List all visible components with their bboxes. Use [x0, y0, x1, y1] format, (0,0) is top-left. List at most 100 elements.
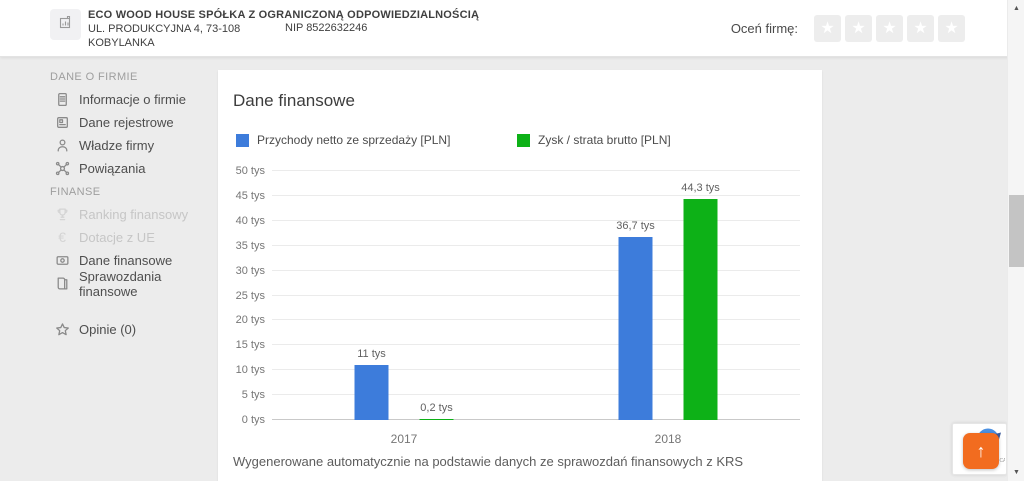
chart-y-axis: 0 tys 5 tys 10 tys 15 tys 20 tys 25 tys 30 tys… — [218, 165, 265, 426]
x-tick-label: 2018 — [654, 432, 682, 446]
gridline — [272, 394, 800, 396]
sidebar-item-sprawozdania-finansowe[interactable]: Sprawozdania finansowe — [0, 269, 218, 299]
scrollbar-thumb[interactable] — [1009, 195, 1024, 267]
legend-label: Zysk / strata brutto [PLN] — [538, 133, 671, 147]
star-icon: ★ — [882, 20, 897, 37]
gridline — [272, 344, 800, 346]
gridline — [272, 170, 800, 171]
person-icon — [55, 138, 70, 153]
company-name: ECO WOOD HOUSE SPÓŁKA Z OGRANICZONĄ ODPO… — [88, 9, 480, 21]
y-tick-label: 45 tys — [235, 189, 265, 202]
banknote-icon — [55, 253, 70, 268]
bar-wrap: 36,7 tys — [616, 220, 655, 420]
y-tick-label: 10 tys — [235, 364, 265, 377]
star-icon: ★ — [913, 20, 928, 37]
gridline — [272, 269, 800, 271]
gridline — [272, 319, 800, 321]
bar-2018-series-0[interactable] — [618, 237, 653, 420]
rate-company-label: Oceń firmę: — [730, 21, 798, 36]
connections-icon — [55, 161, 70, 176]
y-tick-label: 0 tys — [241, 414, 265, 426]
up-arrow-icon: ↑ — [976, 440, 986, 461]
chart-plot: 11 tys 0,2 tys 36,7 tys 44,3 tys — [272, 170, 800, 420]
legend-item-przychody: Przychody netto ze sprzedaży [PLN] — [236, 133, 450, 147]
sidebar-item-opinie[interactable]: Opinie (0) — [0, 318, 218, 341]
card-title: Dane finansowe — [233, 91, 355, 110]
report-icon — [55, 276, 70, 291]
rate-company-block: Oceń firmę: ★ ★ ★ ★ ★ — [731, 15, 965, 42]
vertical-scrollbar[interactable]: ▲ ▼ — [1007, 0, 1024, 481]
star-icon: ★ — [944, 20, 959, 37]
y-tick-label: 25 tys — [235, 289, 265, 302]
company-header: ECO WOOD HOUSE SPÓŁKA Z OGRANICZONĄ ODPO… — [0, 0, 1024, 57]
company-info: ECO WOOD HOUSE SPÓŁKA Z OGRANICZONĄ ODPO… — [88, 8, 479, 50]
sidebar-item-informacje-o-firmie[interactable]: Informacje o firmie — [0, 88, 218, 111]
gridline — [272, 244, 800, 246]
sidebar-item-label: Dane rejestrowe — [79, 115, 174, 130]
building-chart-icon — [57, 14, 74, 36]
sidebar-item-label: Dane finansowe — [79, 253, 173, 268]
gridline — [272, 219, 800, 221]
sidebar-section-dane-o-firmie: DANE O FIRMIE — [50, 70, 138, 83]
rate-star-button-3[interactable]: ★ — [876, 15, 903, 42]
sidebar-section-finanse: FINANSE — [50, 185, 101, 198]
sidebar-item-dane-finansowe[interactable]: Dane finansowe — [0, 249, 218, 272]
y-tick-label: 50 tys — [235, 165, 265, 177]
y-tick-label: 20 tys — [235, 314, 265, 327]
svg-text:€: € — [58, 230, 66, 245]
sidebar-item-label: Opinie (0) — [79, 322, 137, 337]
x-tick-label: 2017 — [390, 432, 418, 446]
chart-x-axis: 2017 2018 — [272, 426, 800, 446]
sidebar-item-label: Ranking finansowy — [79, 207, 189, 222]
bar-2017-series-0[interactable] — [354, 365, 389, 420]
bar-value-label: 44,3 tys — [681, 182, 720, 195]
y-tick-label: 35 tys — [235, 239, 265, 252]
legend-swatch-blue — [236, 133, 249, 147]
sidebar-item-wladze-firmy[interactable]: Władze firmy — [0, 134, 218, 157]
bar-2017-series-1[interactable] — [419, 419, 454, 420]
bar-wrap: 0,2 tys — [419, 402, 454, 420]
y-tick-label: 5 tys — [241, 389, 265, 402]
y-tick-label: 30 tys — [235, 264, 265, 277]
recaptcha-label: reCAPTCHA — [995, 458, 1005, 464]
bar-group-2018: 36,7 tys 44,3 tys — [616, 182, 720, 420]
star-outline-icon — [55, 322, 70, 337]
company-nip: NIP 8522632246 — [285, 22, 368, 34]
star-icon: ★ — [851, 20, 866, 37]
sidebar-item-dane-rejestrowe[interactable]: Dane rejestrowe — [0, 111, 218, 134]
scrollbar-down-icon[interactable]: ▼ — [1013, 469, 1020, 476]
bar-group-2017: 11 tys 0,2 tys — [354, 348, 454, 420]
sidebar-item-label: Powiązania — [79, 161, 146, 176]
rate-star-button-5[interactable]: ★ — [938, 15, 965, 42]
sidebar-item-label: Dotacje z UE — [79, 230, 155, 245]
sidebar-item-powiazania[interactable]: Powiązania — [0, 157, 218, 180]
sidebar-item-dotacje-z-ue: € Dotacje z UE — [0, 226, 218, 249]
sidebar: DANE O FIRMIE Informacje o firmie Dane r… — [0, 57, 218, 341]
sidebar-item-label: Sprawozdania finansowe — [79, 268, 162, 299]
rate-star-button-2[interactable]: ★ — [845, 15, 872, 42]
y-tick-label: 40 tys — [235, 214, 265, 227]
scroll-to-top-button[interactable]: ↑ — [963, 433, 999, 469]
gridline — [272, 369, 800, 371]
company-logo — [50, 9, 81, 40]
bar-value-label: 11 tys — [357, 348, 386, 361]
scrollbar-up-icon[interactable]: ▲ — [1013, 5, 1020, 12]
rate-star-button-4[interactable]: ★ — [907, 15, 934, 42]
sidebar-item-ranking-finansowy: Ranking finansowy — [0, 203, 218, 226]
bar-wrap: 44,3 tys — [681, 182, 720, 420]
gridline — [272, 194, 800, 196]
star-icon: ★ — [820, 20, 835, 37]
rate-star-button-1[interactable]: ★ — [814, 15, 841, 42]
bar-value-label: 0,2 tys — [420, 402, 453, 414]
document-icon — [55, 92, 70, 107]
company-address-line2: KOBYLANKA — [88, 37, 155, 49]
y-tick-label: 15 tys — [235, 339, 265, 352]
trophy-icon — [55, 207, 70, 222]
bar-wrap: 11 tys — [354, 348, 389, 420]
gridline — [272, 419, 800, 420]
chart-caption: Wygenerowane automatycznie na podstawie … — [233, 454, 744, 469]
registry-card-icon — [55, 115, 70, 130]
legend-swatch-green — [517, 133, 530, 147]
bar-2018-series-1[interactable] — [683, 199, 718, 420]
